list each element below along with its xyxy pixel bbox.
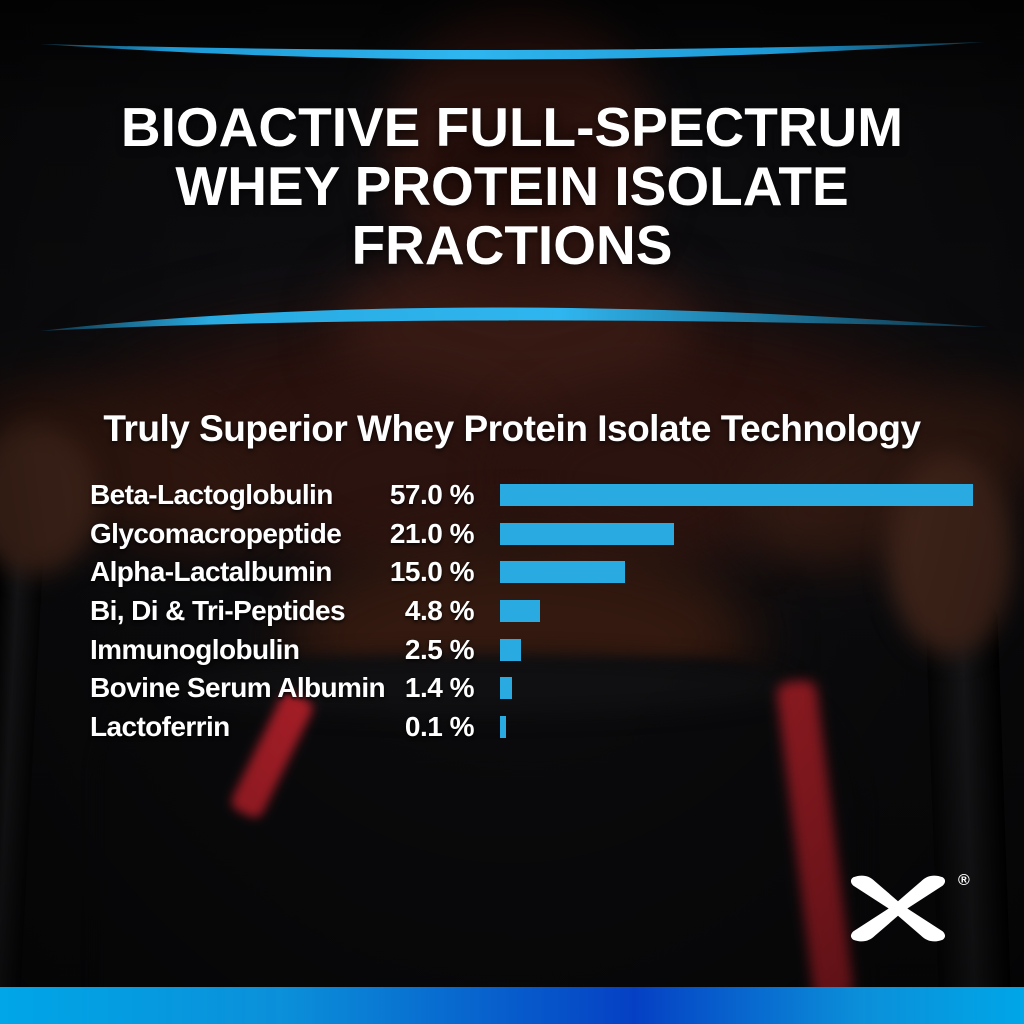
chart-row-value: 4.8 % (404, 595, 475, 627)
chart-bar (500, 600, 540, 623)
chart-row: Alpha-Lactalbumin 15.0 % (90, 553, 980, 592)
chart-bar-track (500, 484, 980, 507)
chart-bar-track (500, 715, 980, 738)
chart-row: Immunoglobulin 2.5 % (90, 630, 980, 669)
brand-x-glyph (850, 875, 946, 942)
title-line-3: FRACTIONS (351, 214, 673, 276)
title-line-2: WHEY PROTEIN ISOLATE (175, 155, 849, 217)
chart-row-value: 15.0 % (389, 556, 475, 588)
chart-row-label: Bi, Di & Tri-Peptides (90, 595, 346, 627)
chart-row-label: Lactoferrin (90, 710, 230, 742)
brand-x-logo: ® (846, 872, 982, 954)
chart-row: Beta-Lactoglobulin 57.0 % (90, 476, 980, 515)
chart-row: Glycomacropeptide 21.0 % (90, 515, 980, 554)
chart-bar-track (500, 600, 980, 623)
chart-bar (500, 677, 512, 700)
chart-bar-track (500, 638, 980, 661)
chart-bar-track (500, 561, 980, 584)
chart-row-label: Bovine Serum Albumin (90, 672, 386, 704)
chart-title: Truly Superior Whey Protein Isolate Tech… (103, 408, 921, 449)
chart-bar-track (500, 522, 980, 545)
chart-row-label: Immunoglobulin (90, 633, 300, 665)
chart-bar-track (500, 677, 980, 700)
protein-fractions-bar-chart: Beta-Lactoglobulin 57.0 % Glycomacropept… (90, 476, 980, 746)
top-swoosh-divider (40, 42, 985, 60)
registered-trademark-symbol: ® (958, 872, 970, 889)
chart-row-value: 21.0 % (389, 517, 475, 549)
chart-bar (500, 522, 675, 545)
chart-bar (500, 715, 506, 738)
chart-row: Bovine Serum Albumin 1.4 % (90, 669, 980, 708)
chart-bar (500, 484, 973, 507)
chart-row-label: Glycomacropeptide (90, 517, 342, 549)
chart-row: Lactoferrin 0.1 % (90, 708, 980, 747)
chart-row-label: Beta-Lactoglobulin (90, 479, 333, 511)
bottom-gradient-bar (0, 987, 1024, 1024)
title-swoosh-divider (40, 307, 988, 331)
chart-bar (500, 638, 521, 661)
chart-row-value: 1.4 % (404, 672, 475, 704)
chart-row-value: 2.5 % (404, 633, 475, 665)
chart-row: Bi, Di & Tri-Peptides 4.8 % (90, 592, 980, 631)
chart-row-label: Alpha-Lactalbumin (90, 556, 332, 588)
chart-bar (500, 561, 625, 584)
title-line-1: BIOACTIVE FULL-SPECTRUM (120, 96, 904, 158)
page-title: BIOACTIVE FULL-SPECTRUM WHEY PROTEIN ISO… (0, 98, 1024, 275)
chart-row-value: 0.1 % (404, 710, 475, 742)
chart-row-value: 57.0 % (389, 479, 475, 511)
